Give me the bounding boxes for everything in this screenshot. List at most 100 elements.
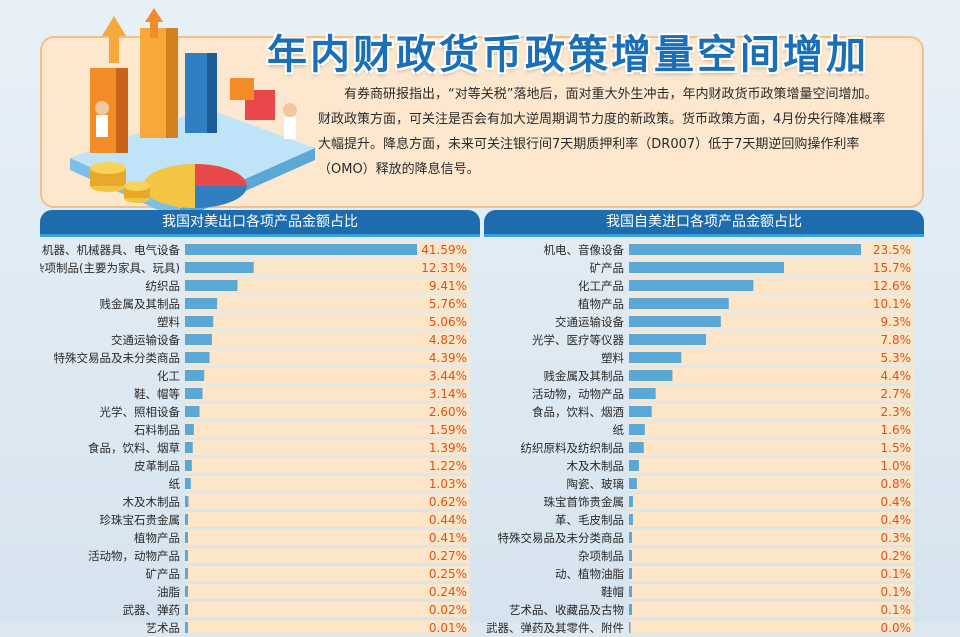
bar	[629, 622, 631, 633]
value-label: 0.3%	[881, 531, 912, 545]
bar	[629, 370, 673, 381]
bar	[629, 496, 633, 507]
bar-row: 矿产品 0.25%	[146, 566, 470, 581]
category-label: 鞋、帽等	[134, 387, 180, 401]
bar-row-background	[185, 602, 470, 617]
bar-row: 食品，饮料、烟酒 2.3%	[532, 404, 914, 419]
bar	[185, 496, 189, 507]
bar-row-background	[629, 476, 914, 491]
bar	[185, 244, 417, 255]
import-chart-title: 我国自美进口各项产品金额占比	[484, 210, 924, 237]
category-label: 塑料	[157, 315, 180, 329]
value-label: 0.4%	[881, 513, 912, 527]
bar	[629, 244, 861, 255]
bar	[629, 262, 784, 273]
bar-row: 鞋、帽等 3.14%	[134, 386, 470, 401]
bar-row-background	[185, 458, 470, 473]
bar-row: 木及木制品 1.0%	[567, 458, 914, 473]
value-label: 7.8%	[881, 333, 912, 347]
bar-row: 光学、照相设备 2.60%	[100, 404, 470, 419]
category-label: 杂项制品	[578, 549, 624, 563]
bar-row-background	[629, 584, 914, 599]
page-title: 年内财政货币政策增量空间增加	[267, 32, 869, 78]
bar-row-background	[185, 620, 470, 635]
person-icon	[283, 103, 297, 117]
value-label: 0.1%	[881, 585, 912, 599]
bar	[185, 550, 188, 561]
value-label: 0.25%	[429, 567, 467, 581]
bar-row: 活动物，动物产品 2.7%	[532, 386, 914, 401]
category-label: 活动物，动物产品	[532, 387, 624, 401]
bar-row: 武器、弹药及其零件、附件 0.0%	[486, 620, 914, 635]
category-label: 木及木制品	[567, 459, 625, 473]
value-label: 4.39%	[429, 351, 467, 365]
bar-row-background	[185, 530, 470, 545]
category-label: 木及木制品	[123, 495, 181, 509]
value-label: 0.1%	[881, 567, 912, 581]
category-label: 纺织原料及纺织制品	[521, 441, 625, 455]
bar	[629, 334, 707, 345]
bar	[185, 352, 210, 363]
bar-row: 艺术品、收藏品及古物 0.1%	[509, 602, 914, 617]
export-bar-chart: 机器、机械器具、电气设备 41.59% 杂项制品(主要为家具、玩具) 12.31% 纺织…	[33, 242, 470, 635]
bar-row: 石料制品 1.59%	[134, 422, 470, 437]
bar-row-background	[629, 386, 914, 401]
bar	[185, 586, 188, 597]
category-label: 石料制品	[134, 423, 180, 437]
bar	[185, 370, 205, 381]
bar-row: 化工产品 12.6%	[578, 278, 914, 293]
import-bar-chart: 机电、音像设备 23.5% 矿产品 15.7% 化工产品 12.6% 植物产品 10.1% 交通…	[486, 242, 914, 635]
bar-row-background	[629, 350, 914, 365]
category-label: 机电、音像设备	[544, 243, 625, 257]
category-label: 珍珠宝石贵金属	[100, 513, 181, 527]
bar-row: 木及木制品 0.62%	[123, 494, 470, 509]
bar-row: 食品，饮料、烟草 1.39%	[88, 440, 470, 455]
category-label: 鞋帽	[601, 585, 624, 599]
bar-row: 机器、机械器具、电气设备 41.59%	[42, 242, 470, 257]
bar	[185, 406, 200, 417]
bar-row-background	[185, 278, 470, 293]
bar	[629, 298, 729, 309]
bar-row-background	[185, 350, 470, 365]
bar	[185, 478, 191, 489]
category-label: 武器、弹药	[123, 603, 181, 617]
bar-row-background	[185, 440, 470, 455]
bar-row: 纺织原料及纺织制品 1.5%	[521, 440, 914, 455]
value-label: 0.4%	[881, 495, 912, 509]
bar	[629, 550, 632, 561]
bar	[629, 280, 754, 291]
bar-row: 纸 1.6%	[613, 422, 914, 437]
arrow-up-icon	[102, 16, 126, 63]
import-chart-panel: 我国自美进口各项产品金额占比 机电、音像设备 23.5% 矿产品 15.7% 化工产品 1…	[484, 210, 924, 637]
export-chart-panel: 我国对美出口各项产品金额占比 机器、机械器具、电气设备 41.59% 杂项制品(主要…	[33, 210, 480, 637]
value-label: 0.1%	[881, 603, 912, 617]
bar-row: 矿产品 15.7%	[590, 260, 914, 275]
value-label: 0.27%	[429, 549, 467, 563]
bar-row-background	[185, 584, 470, 599]
category-label: 食品，饮料、烟酒	[532, 405, 624, 419]
category-label: 皮革制品	[134, 459, 180, 473]
finance-illustration	[70, 8, 315, 220]
bar-row: 艺术品 0.01%	[146, 620, 470, 635]
bar-row-background	[185, 260, 470, 275]
bar-row: 杂项制品 0.2%	[578, 548, 914, 563]
category-label: 植物产品	[134, 531, 180, 545]
category-label: 特殊交易品及未分类商品	[498, 531, 625, 545]
bar-row-background	[185, 386, 470, 401]
value-label: 0.2%	[881, 549, 912, 563]
bar-row: 贱金属及其制品 5.76%	[100, 296, 470, 311]
bar-row-background	[185, 296, 470, 311]
category-label: 活动物，动物产品	[88, 549, 180, 563]
category-label: 交通运输设备	[111, 333, 180, 347]
category-label: 艺术品、收藏品及古物	[509, 603, 624, 617]
bar	[629, 388, 656, 399]
value-label: 4.82%	[429, 333, 467, 347]
value-label: 9.3%	[881, 315, 912, 329]
bar-row: 植物产品 0.41%	[134, 530, 470, 545]
bar	[629, 406, 652, 417]
bar-row: 皮革制品 1.22%	[134, 458, 470, 473]
intro-paragraph: 有券商研报指出，“对等关税”落地后，面对重大外生冲击，年内财政货币政策增量空间增…	[318, 87, 886, 177]
bar	[629, 586, 632, 597]
bar	[629, 442, 644, 453]
bar-row-background	[629, 404, 914, 419]
